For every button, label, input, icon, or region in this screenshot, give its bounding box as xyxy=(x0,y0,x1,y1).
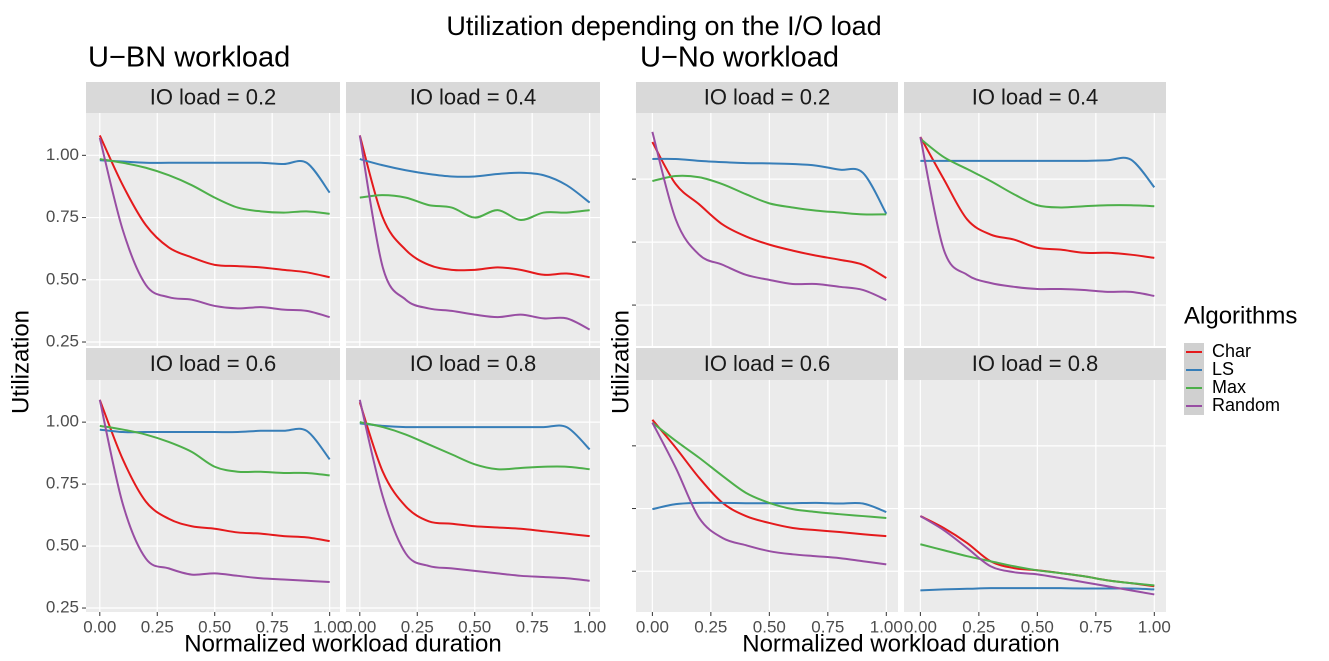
series-line xyxy=(919,136,1155,297)
series-line xyxy=(651,419,887,538)
x-tick-label: 0.75 xyxy=(256,617,289,636)
x-tick-label: 0.25 xyxy=(401,617,434,636)
series-line xyxy=(359,158,591,204)
y-axis-title: Utilization xyxy=(607,310,634,414)
x-tick-label: 0.50 xyxy=(1021,617,1054,636)
x-tick-label: 0.50 xyxy=(198,617,231,636)
series-line xyxy=(98,399,330,584)
panel-strip xyxy=(636,348,898,380)
x-tick-label: 1.00 xyxy=(1138,617,1171,636)
series-line xyxy=(358,401,590,538)
series-line xyxy=(919,515,1155,596)
series-line xyxy=(98,399,330,543)
panel-strip xyxy=(86,82,340,113)
panel-strip xyxy=(346,348,600,380)
series-line xyxy=(919,136,1155,259)
x-tick-label: 0.00 xyxy=(636,617,669,636)
series-line xyxy=(358,135,591,331)
series-line xyxy=(99,159,331,194)
series-line xyxy=(99,158,330,215)
panel-title: IO load = 0.6 xyxy=(704,351,831,376)
x-axis-title: Normalized workload duration xyxy=(742,630,1059,657)
series-line xyxy=(358,399,590,582)
panel-title: IO load = 0.2 xyxy=(150,84,277,109)
x-axis-title: Normalized workload duration xyxy=(184,630,501,657)
series-line xyxy=(359,421,590,471)
x-tick-label: 0.25 xyxy=(694,617,727,636)
y-axis-title: Utilization xyxy=(7,310,34,414)
series-line xyxy=(920,543,1155,587)
y-tick-label: 0.25 xyxy=(46,332,79,351)
series-line xyxy=(651,421,887,519)
x-tick-label: 0.00 xyxy=(343,617,376,636)
panel-title: IO load = 0.8 xyxy=(972,351,1099,376)
x-tick-label: 0.75 xyxy=(811,617,844,636)
legend-label: LS xyxy=(1212,359,1234,379)
series-line xyxy=(651,422,887,566)
series-line xyxy=(651,131,887,301)
x-tick-label: 0.25 xyxy=(962,617,995,636)
y-tick-label: 0.75 xyxy=(46,207,79,226)
group-title: U−BN workload xyxy=(88,42,290,74)
y-tick-label: 1.00 xyxy=(46,145,79,164)
y-tick-label: 0.50 xyxy=(46,536,79,555)
panel-strip xyxy=(636,82,898,113)
legend-label: Char xyxy=(1212,341,1251,361)
series-line xyxy=(99,424,330,477)
y-tick-label: 1.00 xyxy=(46,412,79,431)
panel-title: IO load = 0.2 xyxy=(704,84,831,109)
x-tick-label: 1.00 xyxy=(573,617,606,636)
x-tick-label: 0.75 xyxy=(516,617,549,636)
panel-strip xyxy=(904,82,1166,113)
x-tick-label: 0.00 xyxy=(904,617,937,636)
x-tick-label: 1.00 xyxy=(870,617,903,636)
figure-title: Utilization depending on the I/O load xyxy=(446,11,881,41)
legend-title: Algorithms xyxy=(1184,302,1297,329)
group-title: U−No workload xyxy=(640,42,839,74)
series-line xyxy=(652,157,888,215)
series-line xyxy=(652,174,887,216)
panel-title: IO load = 0.4 xyxy=(972,84,1099,109)
x-tick-label: 0.50 xyxy=(753,617,786,636)
x-tick-label: 0.25 xyxy=(141,617,174,636)
series-line xyxy=(359,422,591,451)
panel-title: IO load = 0.6 xyxy=(150,351,277,376)
x-tick-label: 0.00 xyxy=(83,617,116,636)
series-line xyxy=(919,138,1155,209)
y-tick-label: 0.75 xyxy=(46,474,79,493)
panel-background xyxy=(904,113,1166,346)
panel-strip xyxy=(904,348,1166,380)
panel-title: IO load = 0.8 xyxy=(410,351,537,376)
x-tick-label: 0.50 xyxy=(458,617,491,636)
panel-background xyxy=(636,380,898,612)
panel-background xyxy=(86,113,340,346)
panel-strip xyxy=(346,82,600,113)
panel-background xyxy=(904,380,1166,612)
legend-label: Random xyxy=(1212,395,1280,415)
series-line xyxy=(98,137,330,319)
x-tick-label: 1.00 xyxy=(313,617,346,636)
series-line xyxy=(98,134,330,279)
series-line xyxy=(359,194,590,222)
legend-label: Max xyxy=(1212,377,1246,397)
series-line xyxy=(651,141,887,279)
y-tick-label: 0.50 xyxy=(46,269,79,288)
panel-background xyxy=(346,113,600,346)
panel-strip xyxy=(86,348,340,380)
series-line xyxy=(358,135,590,279)
panel-background xyxy=(346,380,600,612)
panel-background xyxy=(86,380,340,612)
y-tick-label: 0.25 xyxy=(46,598,79,617)
x-tick-label: 0.75 xyxy=(1079,617,1112,636)
panel-title: IO load = 0.4 xyxy=(410,84,537,109)
panel-background xyxy=(636,113,898,346)
series-line xyxy=(920,156,1156,188)
